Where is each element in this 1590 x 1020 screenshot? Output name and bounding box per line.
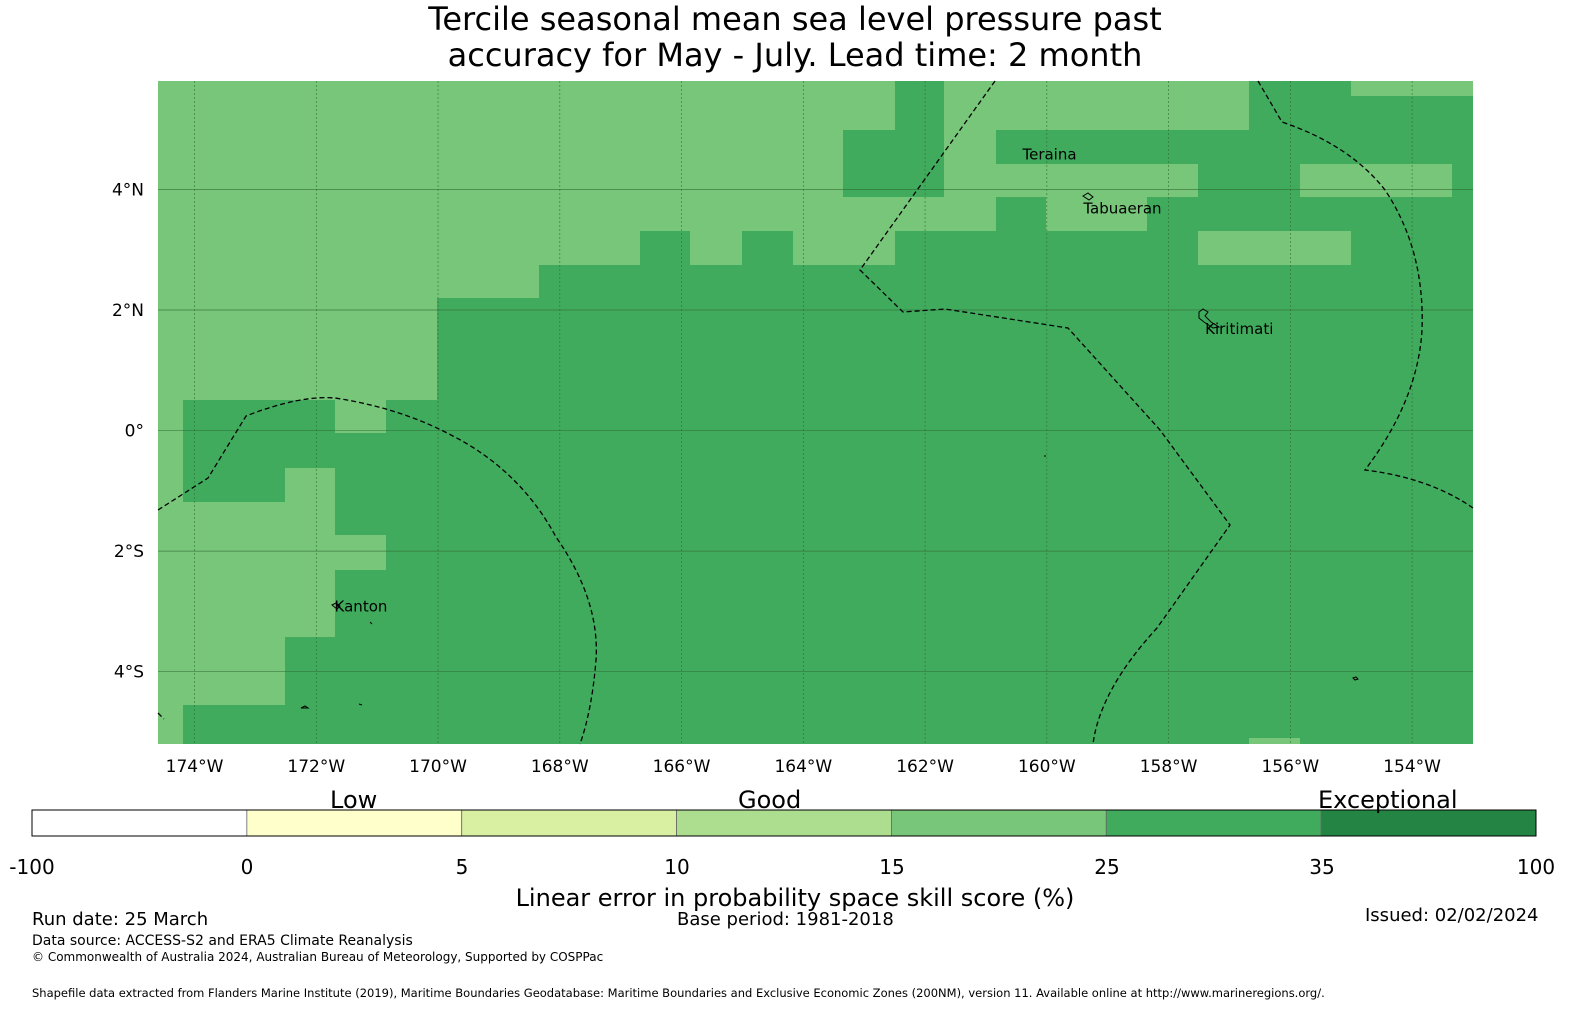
copyright-notice: © Commonwealth of Australia 2024, Austra… (32, 950, 604, 964)
latitude-label: 4°N (112, 180, 144, 200)
place-label: Kiritimati (1205, 320, 1273, 338)
colorbar-tick: 5 (455, 855, 469, 879)
skill-region (1198, 231, 1351, 265)
eez-boundaries (157, 80, 1474, 745)
island-outline (1082, 192, 1094, 201)
colorbar-tick: -100 (9, 855, 55, 879)
longitude-label: 154°W (1383, 757, 1441, 777)
base-period: Base period: 1981-2018 (677, 909, 894, 930)
colorbar-tick: 10 (664, 855, 690, 879)
latitude-label: 0° (125, 422, 144, 442)
place-label: Tabuaeran (1082, 200, 1161, 218)
island-outline (369, 621, 373, 625)
skill-region (843, 96, 944, 197)
colorbar-category-low: Low (330, 786, 378, 814)
place-label: Teraina (1021, 145, 1076, 163)
island-outline (1352, 676, 1359, 681)
colorbar-tick: 35 (1309, 855, 1335, 879)
island-outline (1198, 308, 1221, 329)
colorbar-tick: 100 (1516, 855, 1556, 879)
longitude-label: 162°W (896, 757, 954, 777)
island-outline (358, 703, 363, 706)
longitude-label: 168°W (531, 757, 589, 777)
place-labels: Teraina Tabuaeran Kiritimati Kanton (335, 145, 1274, 615)
longitude-label: 158°W (1140, 757, 1198, 777)
colorbar-segment (461, 809, 677, 837)
colorbar-tick: 0 (240, 855, 254, 879)
latitude-label: 2°N (112, 301, 144, 321)
eez-boundary-line (1257, 80, 1474, 509)
skill-region (1249, 81, 1473, 197)
longitude-label: 170°W (409, 757, 467, 777)
island-outlines (300, 192, 1359, 709)
longitude-label: 174°W (166, 757, 224, 777)
latitude-label: 4°S (114, 663, 144, 683)
eez-boundary-line (157, 712, 165, 720)
issued-date: Issued: 02/02/2024 (1365, 905, 1539, 926)
colorbar-segments (31, 809, 1537, 837)
longitude-label: 160°W (1018, 757, 1076, 777)
longitude-label: 172°W (287, 757, 345, 777)
skill-field (158, 81, 1473, 744)
colorbar-category-good: Good (738, 786, 802, 814)
run-date: Run date: 25 March (32, 909, 209, 930)
colorbar-segment (31, 809, 248, 837)
colorbar-segment (891, 809, 1107, 837)
colorbar-outline (31, 809, 1537, 837)
graticule (158, 81, 1473, 744)
colorbar-segment (1105, 809, 1322, 837)
skill-region (158, 81, 1249, 744)
eez-boundary-line (157, 396, 597, 745)
colorbar-tick: 15 (879, 855, 905, 879)
data-source: Data source: ACCESS-S2 and ERA5 Climate … (32, 933, 413, 949)
map-title-line-2: accuracy for May - July. Lead time: 2 mo… (447, 36, 1143, 74)
shapefile-credit: Shapefile data extracted from Flanders M… (32, 986, 1325, 1000)
map-title-line-1: Tercile seasonal mean sea level pressure… (428, 0, 1162, 38)
colorbar (31, 809, 1537, 837)
longitude-label: 166°W (653, 757, 711, 777)
colorbar-label: Linear error in probability space skill … (515, 884, 1075, 912)
axis-labels: 174°W 172°W 170°W 168°W 166°W 164°W 162°W 160°W… (112, 180, 1441, 777)
latitude-label: 2°S (114, 542, 144, 562)
colorbar-segment (1320, 809, 1537, 837)
island-outline (331, 602, 341, 610)
skill-region (1249, 738, 1300, 744)
colorbar-segment (246, 809, 463, 837)
longitude-label: 164°W (774, 757, 832, 777)
colorbar-category-exceptional: Exceptional (1318, 786, 1458, 814)
colorbar-tick: 25 (1094, 855, 1120, 879)
longitude-label: 156°W (1261, 757, 1319, 777)
place-label: Kanton (335, 597, 388, 615)
island-outline (300, 705, 310, 709)
eez-boundary-line (859, 80, 1231, 745)
